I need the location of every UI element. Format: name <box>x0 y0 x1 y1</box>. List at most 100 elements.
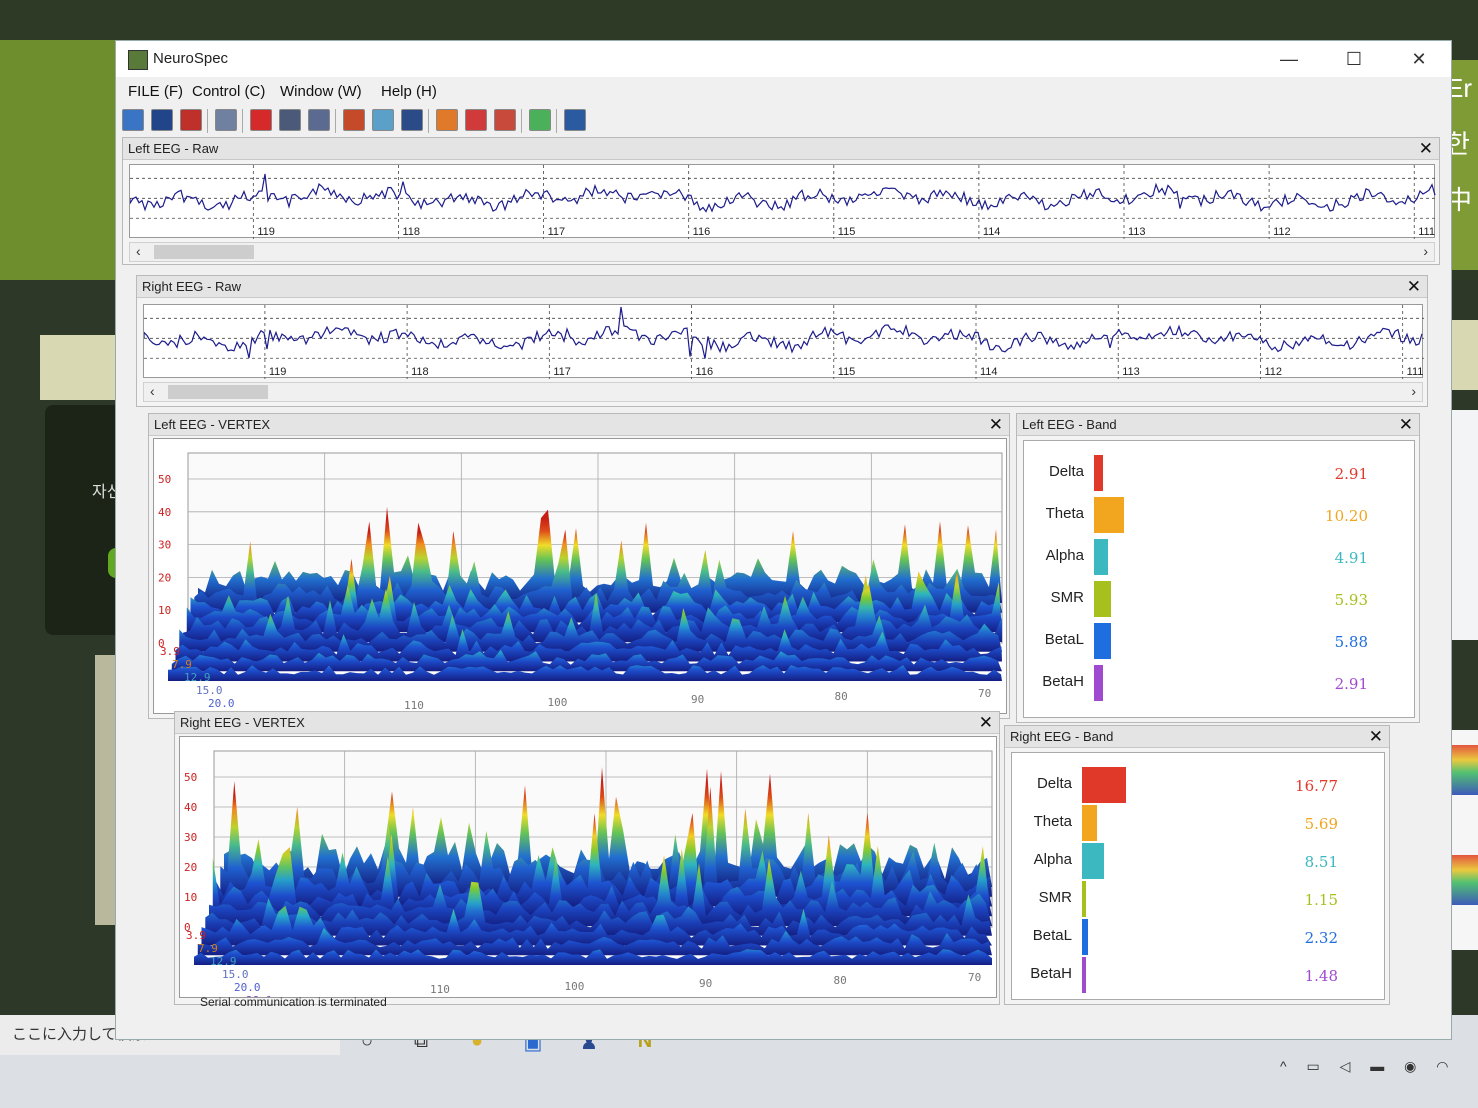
open-icon[interactable] <box>122 109 144 131</box>
panel-title: Left EEG - Band <box>1022 417 1117 432</box>
landscape-icon[interactable] <box>372 109 394 131</box>
scroll-right-icon[interactable]: › <box>1423 243 1428 259</box>
vertex-surface-row <box>197 927 992 956</box>
status-bar-text: Serial communication is terminated <box>200 995 387 1009</box>
toolbar-separator <box>207 109 208 133</box>
raw-tick-label: 113 <box>1122 366 1140 378</box>
vertex-surface-row <box>179 608 1002 652</box>
band-value: 5.69 <box>1304 815 1338 833</box>
raw-eeg-trace <box>129 173 1436 213</box>
panel-header: Left EEG - VERTEX ✕ <box>149 414 1009 436</box>
menu-control[interactable]: Control (C) <box>192 83 266 100</box>
maximize-button[interactable]: ☐ <box>1345 49 1363 69</box>
right-eeg-band-panel: Right EEG - Band ✕ Delta 16.77 Theta 5.69 Al… <box>1004 725 1390 1005</box>
left-eeg-vertex-surface: 504030201003.97.912.915.020.028.11101009… <box>158 452 1003 713</box>
vertex-surface-row <box>212 835 992 917</box>
right-eeg-raw-panel: Right EEG - Raw ✕ 119 118 117 116 115 114 113 1… <box>136 275 1428 407</box>
vertex-freq-tick: 15.0 <box>196 684 223 697</box>
right-eeg-vertex-plot: 504030201003.97.912.915.020.028.11101009… <box>179 736 997 998</box>
neurospec-app-icon <box>128 50 148 70</box>
right-eeg-raw-waveform: 119 118 117 116 115 114 113 112 111 <box>143 305 1424 379</box>
band-value: 2.32 <box>1304 929 1338 947</box>
vertex-y-tick: 0 <box>184 921 191 934</box>
band-label: BetaH <box>1030 965 1072 982</box>
scroll-left-icon[interactable]: ‹ <box>150 383 155 399</box>
band-bar <box>1094 455 1103 491</box>
raw-tick-label: 117 <box>553 366 571 378</box>
minimize-button[interactable]: — <box>1280 49 1298 69</box>
band-value: 4.91 <box>1334 549 1368 567</box>
panel-close-icon[interactable]: ✕ <box>1418 139 1433 158</box>
raw-tick-label: 113 <box>1128 226 1146 238</box>
vertex-freq-tick: 7.9 <box>198 942 218 955</box>
vertex-y-tick: 50 <box>184 771 197 784</box>
scroll-thumb[interactable] <box>168 385 268 399</box>
delete-icon[interactable] <box>180 109 202 131</box>
panel-close-icon[interactable]: ✕ <box>1406 277 1421 296</box>
band-label: Alpha <box>1045 547 1084 564</box>
vertex-freq-tick: 12.9 <box>210 955 237 968</box>
panel-header: Left EEG - Raw ✕ <box>123 138 1439 160</box>
raw-tick-label: 119 <box>269 366 287 378</box>
vertex-surface-row <box>168 665 1002 681</box>
vertex-freq-tick: 3.9 <box>160 645 180 658</box>
vertex-freq-tick: 3.9 <box>186 929 206 942</box>
panel-title: Right EEG - Band <box>1010 729 1114 744</box>
menu-file[interactable]: FILE (F) <box>128 83 183 100</box>
scroll-thumb[interactable] <box>154 245 254 259</box>
band-bar <box>1082 805 1097 841</box>
toolbar-separator <box>556 109 557 133</box>
menu-help[interactable]: Help (H) <box>381 83 437 100</box>
system-tray[interactable]: ^ ▭ ◁ ▬ ◉ ◠ <box>1280 1058 1457 1074</box>
vertex-surface-row <box>194 949 992 965</box>
print-icon[interactable] <box>215 109 237 131</box>
title-bar[interactable]: NeuroSpec — ☐ ✕ <box>116 41 1451 77</box>
band-value: 2.91 <box>1334 675 1368 693</box>
chart-icon[interactable] <box>343 109 365 131</box>
wave-icon[interactable] <box>494 109 516 131</box>
vertex-surface-row <box>171 649 1002 672</box>
spectrum-icon[interactable] <box>401 109 423 131</box>
vertex-time-tick: 90 <box>691 693 704 706</box>
globe-icon[interactable] <box>529 109 551 131</box>
save-icon[interactable] <box>151 109 173 131</box>
raw-tick-label: 118 <box>411 366 429 378</box>
panel-close-icon[interactable]: ✕ <box>988 415 1003 434</box>
vertex-surface-row <box>205 881 992 936</box>
panel-header: Left EEG - Band ✕ <box>1017 414 1419 436</box>
scroll-right-icon[interactable]: › <box>1411 383 1416 399</box>
band-label: BetaH <box>1042 673 1084 690</box>
toolbar-separator <box>428 109 429 133</box>
scroll-left-icon[interactable]: ‹ <box>136 243 141 259</box>
right-eeg-vertex-panel: Right EEG - VERTEX ✕ 50 40 30 20 10 0 3.9 7.9 12… <box>174 711 1000 1005</box>
pie-icon[interactable] <box>465 109 487 131</box>
vertex-time-tick: 70 <box>978 687 991 700</box>
band-row: BetaL 2.32 <box>1012 919 1384 959</box>
panel-close-icon[interactable]: ✕ <box>1368 727 1383 746</box>
right-eeg-raw-scrollbar[interactable]: ‹ › <box>143 382 1423 402</box>
menu-window[interactable]: Window (W) <box>280 83 362 100</box>
toolbar-separator <box>242 109 243 133</box>
band-row: Delta 16.77 <box>1012 767 1384 807</box>
panel-close-icon[interactable]: ✕ <box>1398 415 1413 434</box>
menu-bar: FILE (F) Control (C) Window (W) Help (H) <box>116 79 1451 105</box>
neurospec-window: NeuroSpec — ☐ ✕ FILE (F) Control (C) Win… <box>115 40 1452 1040</box>
left-eeg-raw-panel: Left EEG - Raw ✕ 119 118 117 116 115 114 113 11… <box>122 137 1440 265</box>
toolbar <box>122 105 722 135</box>
help-icon[interactable] <box>564 109 586 131</box>
band-value: 16.77 <box>1295 777 1338 795</box>
stop-icon[interactable] <box>279 109 301 131</box>
left-eeg-raw-scrollbar[interactable]: ‹ › <box>129 242 1435 262</box>
vertex-freq-tick: 20.0 <box>208 697 235 710</box>
band-row: SMR 1.15 <box>1012 881 1384 921</box>
band-label: BetaL <box>1044 631 1084 648</box>
panel-title: Left EEG - VERTEX <box>154 417 271 432</box>
clock-icon[interactable] <box>308 109 330 131</box>
right-eeg-raw-plot: 119 118 117 116 115 114 113 112 111 <box>143 304 1424 379</box>
panel-close-icon[interactable]: ✕ <box>978 713 993 732</box>
close-button[interactable]: ✕ <box>1411 49 1427 69</box>
record-icon[interactable] <box>250 109 272 131</box>
band-label: Alpha <box>1033 851 1072 868</box>
bar-icon[interactable] <box>436 109 458 131</box>
raw-tick-label: 112 <box>1273 226 1291 238</box>
